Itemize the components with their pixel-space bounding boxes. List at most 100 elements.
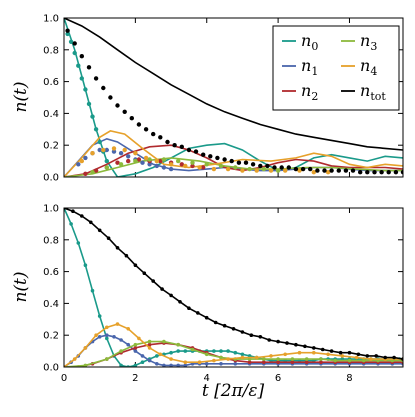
bottom-ntot-point [178, 300, 182, 304]
top-ntot-markers-point [208, 154, 213, 159]
bottom-n0-point [155, 354, 159, 358]
top-ntot-markers-point [258, 163, 263, 169]
bottom-n4-point [212, 358, 216, 363]
bottom-n1-point [147, 358, 152, 363]
bottom-ntot-point [312, 346, 316, 350]
top-n4-markers-point [183, 163, 188, 169]
top-n4-markers-point [122, 147, 127, 153]
top-ntot-markers-point [322, 168, 327, 173]
top-n1-markers-point [83, 155, 88, 161]
bottom-n4-point [340, 354, 345, 358]
top-legend: n0 n1 n2 n3 n4 ntot [272, 25, 400, 111]
top-n0-markers-point [76, 63, 81, 68]
bottom-ntot-point [392, 355, 396, 360]
bottom-axes-frame [63, 207, 404, 368]
top-n3-markers-point [176, 158, 181, 164]
bottom-n4-point [354, 355, 359, 360]
bottom-n4-point [312, 350, 316, 355]
top-n1-markers-point [118, 151, 124, 156]
bottom-ntot-point [97, 228, 102, 233]
bottom-n1-point [155, 362, 159, 366]
top-n0-markers-point [79, 76, 85, 81]
top-ntot-markers-point [93, 76, 99, 81]
bottom-n3-point [204, 352, 209, 357]
top-ntot-markers-point [222, 157, 227, 162]
top-ntot-markers-point [272, 165, 277, 170]
top-ntot-markers-point [151, 131, 156, 137]
bottom-ntot-point [249, 333, 254, 338]
bottom-ntot-point [347, 350, 352, 355]
bottom-n0-point [97, 314, 102, 318]
top-n4-markers-point [225, 166, 231, 172]
bottom-n1-point [176, 363, 180, 367]
bottom-n1-point [119, 338, 123, 342]
top-n3-markers-point [161, 157, 167, 162]
top-ntot-markers-point [393, 170, 399, 175]
bottom-n3-point [162, 339, 166, 344]
top-n1-markers-point [161, 165, 167, 170]
top-n2-markers-point [190, 163, 195, 169]
top-ntot-markers-point [72, 41, 77, 46]
bottom-ntot-point [160, 287, 164, 291]
bottom-n3-point [304, 357, 309, 361]
bottom-n3-point [190, 347, 195, 352]
top-y-tick-label: 0.8 [43, 45, 59, 56]
bottom-n0-point [140, 360, 145, 365]
top-ntot-markers-point [293, 166, 299, 172]
top-ntot-markers-point [122, 109, 127, 115]
bottom-plot-background [64, 208, 403, 367]
top-n2-markers-point [136, 157, 142, 162]
bottom-n4-point [226, 357, 230, 361]
top-n2-markers-point [201, 165, 206, 170]
top-n4-markers-point [101, 147, 106, 153]
top-n4-markers-point [211, 166, 217, 172]
top-ntot-markers-point [215, 155, 220, 161]
bottom-n4-point [105, 325, 109, 330]
bottom-n3-point [119, 349, 123, 353]
bottom-n3-point [147, 339, 152, 344]
legend-label-n4: n4 [360, 56, 377, 78]
top-n0-markers-point [90, 114, 95, 119]
bottom-n4-point [283, 352, 288, 357]
top-ntot-markers-point [65, 28, 70, 33]
top-n3-markers-point [275, 168, 281, 173]
bottom-ntot-point [231, 327, 236, 331]
top-ntot-markers-point [143, 127, 149, 132]
top-n0-markers-point [65, 31, 70, 37]
bottom-n0-point [83, 263, 88, 268]
top-n0-markers-point [83, 87, 88, 92]
bottom-n3-point [133, 342, 138, 347]
top-n0-markers-point [68, 39, 74, 44]
bottom-n4-point [254, 355, 259, 360]
bottom-n1-point [126, 342, 130, 347]
bottom-ntot-point [133, 263, 138, 268]
bottom-n4-point [137, 336, 141, 341]
top-n3-markers-point [261, 166, 266, 172]
top-n4-markers-point [168, 162, 174, 167]
top-n4-markers-point [79, 158, 85, 164]
top-n4-markers-point [143, 155, 149, 161]
bottom-n0-point [133, 363, 138, 367]
top-y-axis-label: n(t) [11, 81, 31, 112]
top-ntot-markers-point [379, 170, 384, 175]
bottom-n2-point [133, 346, 138, 350]
bottom-n0-point [105, 336, 109, 341]
top-ntot-markers-point [172, 143, 177, 148]
top-n3-markers-point [247, 166, 252, 172]
bottom-n0-point [233, 350, 238, 355]
bottom-n3-point [333, 358, 338, 363]
top-n4-markers-point [133, 151, 138, 156]
top-n1-markers-point [147, 162, 152, 167]
bottom-n3-point [290, 357, 295, 361]
bottom-ntot-point [338, 350, 343, 355]
top-series-group [64, 18, 403, 177]
bottom-ntot-point [106, 236, 111, 240]
top-ntot-markers-point [386, 170, 391, 175]
top-ntot-markers-point [400, 170, 403, 175]
bottom-n3-point [276, 357, 280, 361]
bottom-n3-point [219, 355, 223, 360]
bottom-x-tick-label: 2 [132, 373, 138, 384]
top-n3-markers-point [90, 170, 95, 175]
bottom-y-tick-label: 0.4 [43, 299, 59, 310]
top-ntot-markers-point [165, 139, 170, 145]
